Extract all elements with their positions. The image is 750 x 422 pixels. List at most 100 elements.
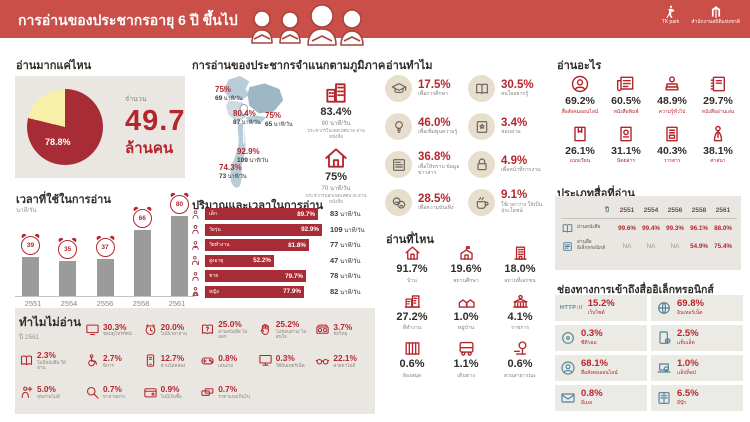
readers-count: 49.7 xyxy=(125,105,186,137)
time-bar: 39 xyxy=(21,236,40,296)
pie-percentage-label: 78.8% xyxy=(45,137,71,147)
wheelchair-icon xyxy=(85,353,100,368)
what-read-item: 60.5% หนังสือพิมพ์ xyxy=(603,74,649,115)
what-read-item: 69.2% สื่อสังคมออนไลน์ xyxy=(557,74,603,115)
readers-count-unit: ล้านคน xyxy=(125,140,174,157)
office-building-icon xyxy=(403,292,422,311)
how-much-panel: 78.8% จำนวน 49.7 ล้านคน xyxy=(15,76,185,178)
why-not-item: 25.2% ไม่ชอบอ่าน/ ไม่สนใจ xyxy=(258,314,314,345)
school-icon xyxy=(457,244,476,263)
why-not-item: 0.7% หาอ่านยาก xyxy=(85,377,141,408)
time-bar: 35 xyxy=(58,240,78,296)
stop-hand-icon xyxy=(258,322,273,337)
city-buildings-icon xyxy=(323,80,349,106)
boombox-icon xyxy=(315,322,330,337)
bus-icon xyxy=(457,339,476,358)
why-read-heading: อ่านทำไม xyxy=(386,60,433,72)
book-star-icon xyxy=(474,119,490,135)
knowledge-books-icon xyxy=(662,74,682,94)
region-label-northeast: 75% 65 นาที/วัน xyxy=(265,111,293,128)
leisure-book-icon xyxy=(708,74,728,94)
where-read-item: 18.0% สถานที่เอกชน xyxy=(493,244,547,285)
urban-stat: 83.4% 90 นาที/วัน ประชากรในเขตเทศบาล อ่านห… xyxy=(303,80,369,139)
where-read-item: 91.7% บ้าน xyxy=(385,244,439,285)
what-read-grid: 69.2% สื่อสังคมออนไลน์ 60.5% หนังสือพิมพ์ … xyxy=(557,74,741,164)
channel-item: 69.8% อินเทอร์เน็ต xyxy=(651,295,743,321)
monitor-icon xyxy=(258,353,273,368)
lightbulb-icon xyxy=(391,119,407,135)
private-building-icon xyxy=(511,244,530,263)
time-bar: 80 xyxy=(170,195,189,296)
map-south-region xyxy=(230,122,246,188)
open-book-icon xyxy=(474,81,490,97)
alarm-clock-icon: 37 xyxy=(95,238,115,257)
regions-heading: การอ่านของประชากรจำแนกตามภูมิภาค xyxy=(192,60,386,72)
alarm-clock-icon: 80 xyxy=(170,195,189,214)
female-icon xyxy=(190,286,201,297)
child-icon xyxy=(190,209,201,220)
book-question-icon xyxy=(200,322,215,337)
what-read-item: 26.1% แบบเรียน xyxy=(557,124,603,164)
amount-caption: จำนวน xyxy=(125,96,147,103)
alarm-clock-icon xyxy=(143,322,158,337)
magnifier-icon xyxy=(85,385,100,400)
time-spent-heading: เวลาที่ใช้ในการอ่าน xyxy=(16,194,111,206)
where-read-item: 1.1% เดินทาง xyxy=(439,339,493,380)
padlock-icon xyxy=(474,157,490,173)
graduation-cap-icon xyxy=(391,81,407,97)
house-icon xyxy=(403,244,422,263)
why-not-item: 12.7% อ่านไม่คล่อง xyxy=(143,345,199,376)
what-read-item: 31.1% นิตยสาร xyxy=(603,124,649,164)
channel-item: 6.5% อีบุ๊ก xyxy=(651,385,743,411)
how-much-heading: อ่านมากแค่ไหน xyxy=(16,60,92,72)
why-read-item: 17.5% เพื่อการศึกษา xyxy=(385,72,468,105)
magazine-icon xyxy=(616,124,636,144)
demographic-row: เด็ก 89.7% 83 นาที/วัน xyxy=(190,208,372,221)
why-read-item: 46.0% เพื่อเพิ่มพูนความรู้ xyxy=(385,110,468,143)
social-profile-icon xyxy=(560,360,576,376)
alarm-clock-icon: 35 xyxy=(58,240,78,259)
map-east-region xyxy=(245,115,267,124)
rural-stat: 75% 70 นาที/วัน ประชากรนอกเขตเทศบาล อ่านหน… xyxy=(303,145,369,204)
why-not-item: 0.8% เล่นเกม xyxy=(200,345,256,376)
government-building-icon xyxy=(511,292,530,311)
home-icon xyxy=(323,145,349,171)
why-not-item: 3.7% ฟังวิทยุ xyxy=(315,314,371,345)
time-bar: 66 xyxy=(132,209,152,296)
readers-illustration xyxy=(248,3,368,49)
tablet-icon xyxy=(656,330,672,346)
why-read-item: 3.4% ชอบอ่าน xyxy=(468,110,551,143)
what-read-item: 40.3% วารสาร xyxy=(649,124,695,164)
why-read-item: 30.5% สนใจอยากรู้ xyxy=(468,72,551,105)
globe-icon xyxy=(656,300,672,316)
why-not-item: 0.3% ใช้อินเทอร์เน็ต xyxy=(258,345,314,376)
where-read-heading: อ่านที่ไหน xyxy=(386,234,434,246)
region-label-central: 80.4% 87 นาที/วัน xyxy=(233,109,261,126)
cd-icon xyxy=(560,330,576,346)
textbook-icon xyxy=(570,124,590,144)
ereader-icon xyxy=(561,240,574,253)
reading-time-bar-chart: 39 35 37 66 80 xyxy=(15,195,195,297)
where-read-grid: 91.7% บ้าน 19.6% สถานศึกษา 18.0% สถานที่เอก… xyxy=(385,244,547,380)
why-not-item: 0.9% ไม่มีเงินซื้อ xyxy=(143,377,199,408)
year-tick: 2561 xyxy=(168,299,186,308)
wallet-icon xyxy=(143,385,158,400)
demographic-row: วัยทำงาน 81.8% 77 นาที/วัน xyxy=(190,239,372,252)
demographic-row: ชาย 79.7% 78 นาที/วัน xyxy=(190,270,372,283)
page-title: การอ่านของประชากรอายุ 6 ปี ขึ้นไป xyxy=(18,12,238,28)
alarm-clock-icon: 39 xyxy=(21,236,40,255)
male-icon xyxy=(190,271,201,282)
laptop-icon xyxy=(656,360,672,376)
demographic-row: วัยรุ่น 92.9% 109 นาที/วัน xyxy=(190,223,372,237)
demographic-row: สูงอายุ 52.2% 47 นาที/วัน xyxy=(190,254,372,268)
why-read-item: 28.5% เพื่อความบันเทิง xyxy=(385,186,468,219)
why-read-item: 4.9% เพื่อหน้าที่การงาน xyxy=(468,148,551,181)
why-read-grid: 17.5% เพื่อการศึกษา 30.5% สนใจอยากรู้ 46.0… xyxy=(385,72,551,219)
why-not-item: 5.0% สุขภาพไม่ดี xyxy=(19,377,83,408)
worker-icon xyxy=(190,240,201,251)
year-tick: 2556 xyxy=(96,299,114,308)
channel-item: 1.0% แล็ปท็อป xyxy=(651,355,743,381)
why-not-item: 30.3% ชอบดูโทรทัศน์ xyxy=(85,314,141,345)
media-types-table: ปี 2551 2554 2556 2558 2561 อ่านหนังสือ 99.6% 9… xyxy=(555,196,741,270)
municipal-stats: 83.4% 90 นาที/วัน ประชากรในเขตเทศบาล อ่านห… xyxy=(303,80,369,205)
